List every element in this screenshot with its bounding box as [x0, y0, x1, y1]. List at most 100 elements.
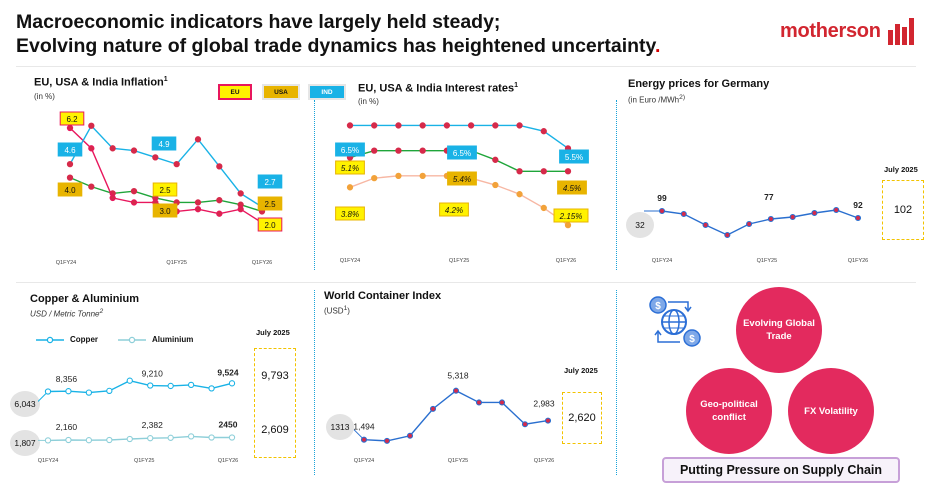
container-point	[475, 399, 483, 406]
aluminium-july-value: 2,609	[261, 424, 289, 436]
metals-title: Copper & Aluminium	[30, 293, 139, 305]
divider-top-2	[616, 100, 617, 270]
aluminium-point	[228, 434, 236, 441]
x-tick-label: Q1FY26	[556, 258, 576, 264]
usa-point	[371, 147, 378, 154]
usa-line	[69, 176, 263, 213]
container-line	[363, 389, 549, 442]
aluminium-point	[147, 435, 154, 442]
x-tick-label: Q1FY24	[38, 458, 58, 464]
energy-point	[702, 221, 709, 229]
usa-label-box	[335, 160, 365, 175]
aluminium-point	[126, 435, 133, 443]
copper-value-label: 9,210	[142, 369, 164, 379]
x-tick-label: Q1FY26	[252, 260, 272, 266]
energy-point	[854, 214, 862, 222]
logo-text: motherson	[780, 19, 881, 42]
container-july-value: 2,620	[562, 392, 602, 444]
copper-point	[126, 377, 133, 384]
usa-label: 2.5	[264, 200, 276, 209]
ind-line	[350, 124, 569, 149]
copper-point	[65, 388, 72, 395]
container-july-label: July 2025	[564, 366, 598, 375]
container-value-label: 5,318	[447, 371, 469, 381]
energy-point	[833, 206, 840, 214]
x-tick-label: Q1FY25	[757, 258, 777, 264]
usa-point	[216, 197, 223, 204]
x-tick-label: Q1FY25	[134, 458, 154, 464]
eu-point	[66, 124, 74, 132]
eu-point	[237, 206, 244, 213]
copper-point	[85, 389, 93, 396]
container-chart: Q1FY24 Q1FY25 Q1FY26 1,494 5,318 2,983	[353, 371, 555, 464]
usa-point	[395, 147, 402, 154]
aluminium-line	[47, 435, 232, 442]
energy-point	[724, 231, 731, 239]
usa-label-box	[152, 182, 178, 197]
ind-point	[88, 122, 95, 129]
ind-label-box	[151, 136, 177, 151]
eu-point	[395, 172, 402, 180]
copper-value-label: 9,524	[217, 367, 239, 377]
aluminium-point	[44, 437, 52, 444]
ind-point	[109, 145, 116, 152]
usa-point	[492, 156, 499, 163]
energy-unit: (in Euro /MWh2)	[628, 94, 686, 105]
aluminium-point	[187, 433, 195, 440]
page-title: Macroeconomic indicators have largely he…	[16, 10, 660, 58]
container-point	[452, 387, 460, 394]
ind-point	[346, 122, 354, 129]
energy-point	[658, 207, 666, 215]
eu-point	[88, 145, 95, 152]
eu-point	[194, 206, 202, 213]
title-line-1: Macroeconomic indicators have largely he…	[16, 11, 501, 33]
aluminium-point	[208, 434, 215, 441]
ind-label-box	[257, 174, 283, 189]
geo-political-conflict-circle: Geo-political conflict	[686, 368, 772, 454]
aluminium-point	[106, 436, 113, 444]
container-title: World Container Index	[324, 290, 442, 302]
copper-point	[147, 382, 154, 389]
metals-july-label: July 2025	[256, 328, 290, 337]
energy-value-label: 77	[764, 192, 774, 202]
usa-point	[540, 168, 547, 175]
legend-usa: USA	[262, 84, 300, 100]
metals-unit: USD / Metric Tonne2	[30, 308, 104, 319]
eu-point	[564, 221, 572, 229]
metals-legend: Copper Aluminium	[36, 335, 193, 344]
usa-point	[516, 168, 523, 175]
x-tick-label: Q1FY24	[652, 258, 672, 264]
eu-label-box	[553, 208, 589, 223]
usa-point	[88, 183, 95, 190]
eu-point	[540, 204, 547, 212]
rates-unit: (in %)	[358, 97, 379, 106]
energy-point	[811, 209, 818, 217]
usa-label-box	[257, 196, 283, 211]
inflation-unit: (in %)	[34, 92, 55, 101]
copper-point	[44, 388, 52, 395]
eu-label: 3.8%	[341, 210, 359, 219]
aluminium-point	[65, 436, 72, 444]
aluminium-value-label: 2450	[219, 420, 238, 430]
x-tick-label: Q1FY26	[534, 458, 554, 464]
container-point	[521, 421, 529, 428]
legend-ind: IND	[308, 84, 346, 100]
ind-point	[66, 160, 74, 168]
usa-label: 2.5	[159, 186, 171, 195]
ind-label: 4.9	[158, 140, 170, 149]
ind-label: 6.5%	[453, 149, 471, 158]
copper-point	[106, 387, 113, 394]
x-tick-label: Q1FY26	[848, 258, 868, 264]
ind-point	[443, 122, 451, 129]
eu-label-box	[59, 111, 85, 126]
energy-point	[789, 213, 796, 221]
energy-point	[746, 220, 753, 228]
ind-label: 6.5%	[341, 146, 359, 155]
container-start-value: 1313	[326, 414, 354, 440]
energy-point	[767, 215, 774, 223]
copper-point	[167, 382, 174, 390]
ind-point	[371, 122, 378, 129]
x-tick-label: Q1FY25	[448, 458, 468, 464]
rates-chart: Q1FY24 Q1FY25 Q1FY26 6.5% 6.5% 5.5% 5.1% 5.4% 4.…	[335, 122, 589, 264]
eu-label: 6.2	[66, 115, 78, 124]
